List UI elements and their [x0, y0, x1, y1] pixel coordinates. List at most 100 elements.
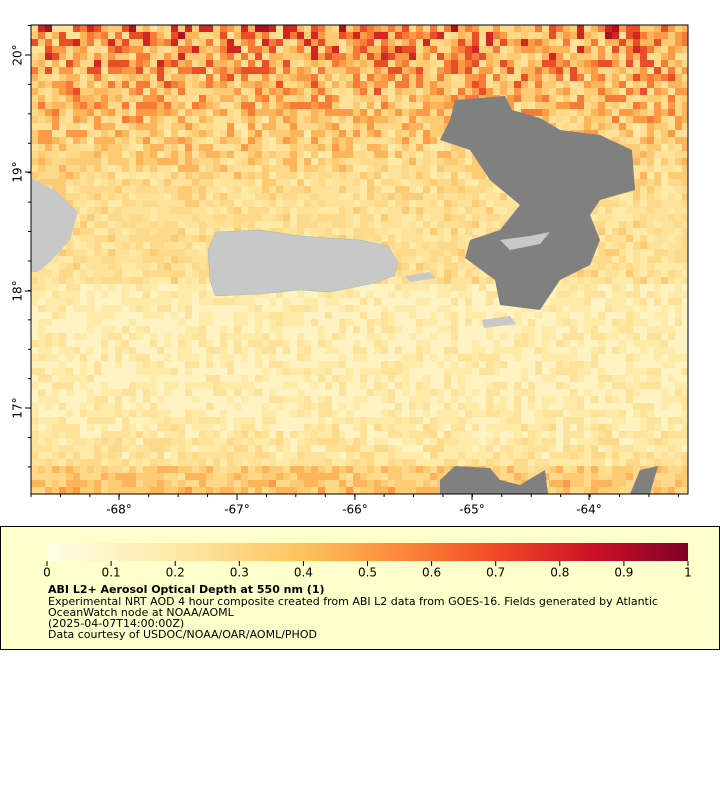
raster-cell [668, 389, 675, 396]
raster-cell [213, 46, 220, 53]
raster-cell [262, 326, 269, 333]
raster-cell [577, 375, 584, 382]
raster-cell [150, 214, 157, 221]
raster-cell [430, 165, 437, 172]
raster-cell [486, 88, 493, 95]
raster-cell [626, 242, 633, 249]
raster-cell [297, 333, 304, 340]
raster-cell [332, 186, 339, 193]
raster-cell [332, 193, 339, 200]
raster-cell [619, 95, 626, 102]
raster-cell [395, 333, 402, 340]
raster-cell [647, 361, 654, 368]
raster-cell [647, 333, 654, 340]
raster-cell [157, 200, 164, 207]
raster-cell [178, 81, 185, 88]
raster-cell [486, 361, 493, 368]
raster-cell [388, 53, 395, 60]
raster-cell [388, 382, 395, 389]
raster-cell [283, 137, 290, 144]
raster-cell [269, 74, 276, 81]
raster-cell [129, 368, 136, 375]
raster-cell [500, 39, 507, 46]
raster-cell [129, 123, 136, 130]
raster-cell [80, 354, 87, 361]
raster-cell [38, 389, 45, 396]
raster-cell [437, 193, 444, 200]
raster-cell [444, 179, 451, 186]
raster-cell [164, 277, 171, 284]
raster-cell [213, 60, 220, 67]
raster-cell [479, 67, 486, 74]
raster-cell [213, 39, 220, 46]
raster-cell [241, 46, 248, 53]
raster-cell [101, 263, 108, 270]
raster-cell [241, 361, 248, 368]
raster-cell [521, 333, 528, 340]
raster-cell [682, 130, 688, 137]
raster-cell [290, 60, 297, 67]
raster-cell [129, 228, 136, 235]
raster-cell [612, 375, 619, 382]
raster-cell [360, 88, 367, 95]
raster-cell [115, 214, 122, 221]
raster-cell [465, 214, 472, 221]
raster-cell [409, 74, 416, 81]
raster-cell [619, 263, 626, 270]
raster-cell [283, 53, 290, 60]
raster-cell [647, 207, 654, 214]
raster-cell [500, 312, 507, 319]
raster-cell [451, 46, 458, 53]
raster-cell [297, 291, 304, 298]
raster-cell [66, 333, 73, 340]
raster-cell [612, 319, 619, 326]
raster-cell [143, 144, 150, 151]
raster-cell [619, 200, 626, 207]
raster-cell [129, 60, 136, 67]
raster-cell [108, 326, 115, 333]
raster-cell [339, 235, 346, 242]
raster-cell [304, 214, 311, 221]
raster-cell [283, 228, 290, 235]
raster-cell [276, 228, 283, 235]
raster-cell [549, 67, 556, 74]
raster-cell [668, 207, 675, 214]
raster-cell [675, 284, 682, 291]
raster-cell [598, 354, 605, 361]
raster-cell [486, 179, 493, 186]
raster-cell [262, 179, 269, 186]
raster-cell [311, 354, 318, 361]
raster-cell [661, 263, 668, 270]
raster-cell [598, 277, 605, 284]
raster-cell [227, 340, 234, 347]
raster-cell [325, 319, 332, 326]
raster-cell [178, 333, 185, 340]
raster-cell [633, 340, 640, 347]
raster-cell [542, 319, 549, 326]
raster-cell [381, 25, 388, 32]
raster-cell [654, 214, 661, 221]
raster-cell [570, 270, 577, 277]
raster-cell [577, 53, 584, 60]
raster-cell [535, 74, 542, 81]
raster-cell [297, 137, 304, 144]
raster-cell [661, 137, 668, 144]
raster-cell [528, 32, 535, 39]
raster-cell [416, 242, 423, 249]
raster-cell [178, 207, 185, 214]
raster-cell [647, 354, 654, 361]
raster-cell [402, 326, 409, 333]
raster-cell [199, 284, 206, 291]
raster-cell [514, 389, 521, 396]
raster-cell [626, 123, 633, 130]
raster-cell [318, 291, 325, 298]
raster-cell [479, 326, 486, 333]
raster-cell [38, 172, 45, 179]
raster-cell [227, 95, 234, 102]
raster-cell [402, 165, 409, 172]
raster-cell [115, 102, 122, 109]
raster-cell [514, 95, 521, 102]
raster-cell [311, 214, 318, 221]
raster-cell [199, 123, 206, 130]
raster-cell [311, 81, 318, 88]
